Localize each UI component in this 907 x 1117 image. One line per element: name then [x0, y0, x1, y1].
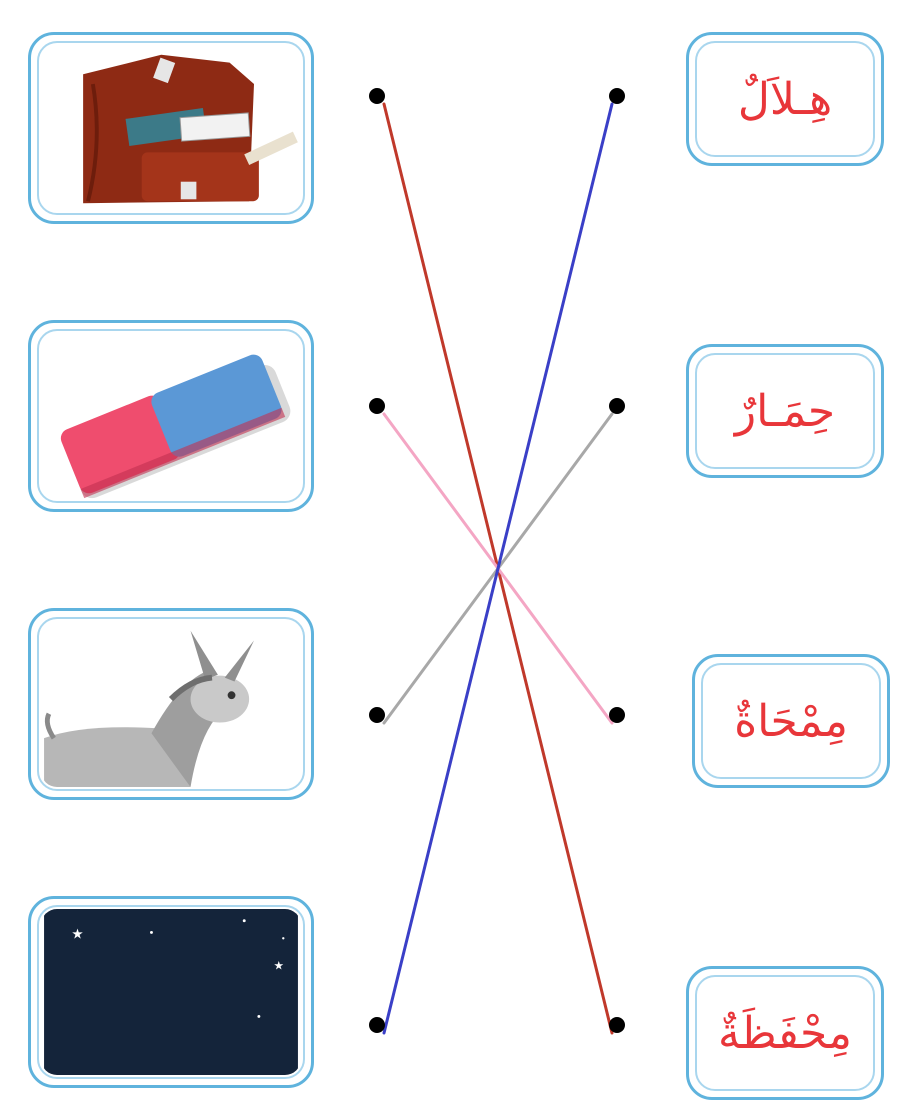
word-card-mimhat[interactable]: مِمْحَاةٌ [692, 654, 890, 788]
left-dot-bag[interactable] [369, 88, 385, 104]
right-dot-hilal[interactable] [609, 88, 625, 104]
word-mihfaza: مِحْفَظَةٌ [718, 1007, 852, 1059]
left-dot-donkey[interactable] [369, 707, 385, 723]
picture-card-eraser[interactable] [28, 320, 314, 512]
word-card-mihfaza[interactable]: مِحْفَظَةٌ [686, 966, 884, 1100]
left-dot-moon[interactable] [369, 1017, 385, 1033]
donkey-icon [41, 621, 301, 787]
school-bag-icon [41, 45, 301, 211]
right-dot-himar[interactable] [609, 398, 625, 414]
crescent-moon-icon: ★ ★ [41, 909, 301, 1075]
picture-card-donkey[interactable] [28, 608, 314, 800]
svg-text:★: ★ [71, 926, 83, 942]
right-dot-mihfaza[interactable] [609, 1017, 625, 1033]
right-dot-mimhat[interactable] [609, 707, 625, 723]
word-mimhat: مِمْحَاةٌ [734, 695, 848, 747]
left-dot-eraser[interactable] [369, 398, 385, 414]
picture-card-moon[interactable]: ★ ★ [28, 896, 314, 1088]
match-line-moon [382, 102, 614, 1035]
eraser-icon [41, 333, 301, 499]
word-himar: حِمَـارٌ [734, 385, 836, 437]
svg-text:★: ★ [274, 959, 284, 973]
word-card-himar[interactable]: حِمَـارٌ [686, 344, 884, 478]
word-hilal: هِـلاَلٌ [737, 73, 833, 125]
word-card-hilal[interactable]: هِـلاَلٌ [686, 32, 884, 166]
picture-card-bag[interactable] [28, 32, 314, 224]
